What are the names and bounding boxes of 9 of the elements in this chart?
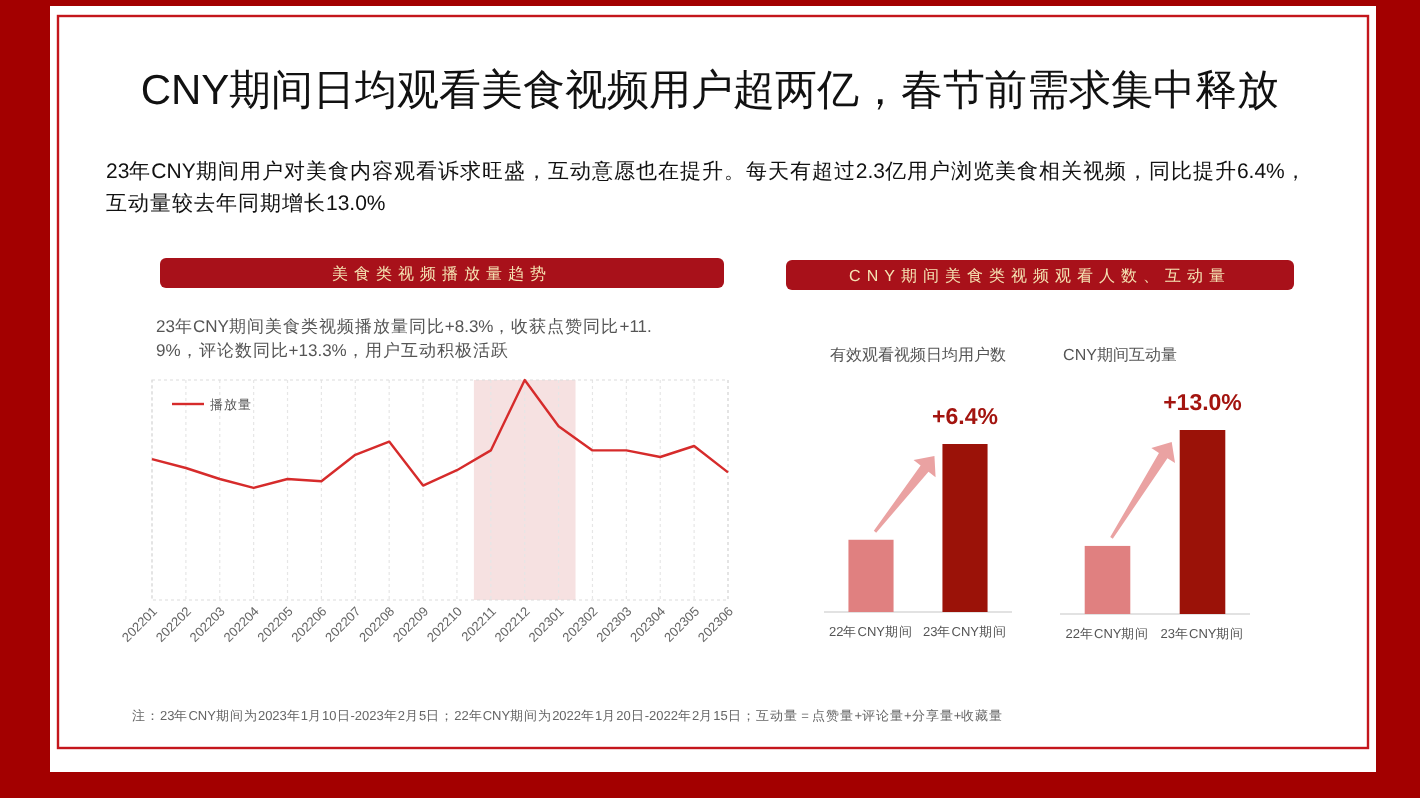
chart-title: 美食类视频播放量趋势 xyxy=(332,265,552,283)
text: CNY期间日均观看美食视频用户超两亿，春节前需求集中释放 xyxy=(140,68,1280,114)
chart-title: CNY期间美食类视频观看人数、互动量 xyxy=(849,267,1231,285)
annotation: +13.0% xyxy=(1163,392,1242,416)
chart-subtitle: 有效观看视频日均用户数 xyxy=(830,346,1006,364)
chart-subtitle: 23年CNY期间美食类视频播放量同比+8.3%，收获点赞同比+11.9%，评论数同比+13.3%，用户互动积极活跃 xyxy=(156,316,652,360)
annotation: +6.4% xyxy=(932,406,998,430)
chart-subtitle: CNY期间互动量 xyxy=(1063,346,1177,364)
text: 23年CNY期间用户对美食内容观看诉求旺盛，互动意愿也在提升。每天有超过2.3亿用户浏览美食相关视频，同比提升6.4%，互动量较去年同期增长13.0% xyxy=(106,158,1307,216)
